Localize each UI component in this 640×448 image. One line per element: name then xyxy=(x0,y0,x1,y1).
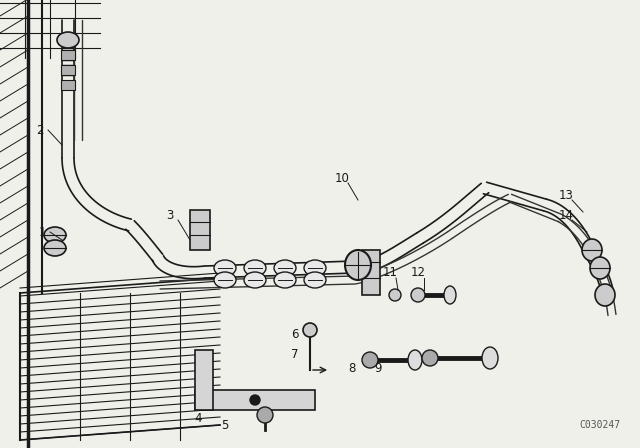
Ellipse shape xyxy=(482,347,498,369)
Text: 9: 9 xyxy=(374,362,381,375)
Circle shape xyxy=(362,352,378,368)
Text: 14: 14 xyxy=(559,208,573,221)
Ellipse shape xyxy=(590,257,610,279)
Text: C030247: C030247 xyxy=(579,420,620,430)
Ellipse shape xyxy=(408,350,422,370)
FancyBboxPatch shape xyxy=(190,210,210,250)
Text: 5: 5 xyxy=(221,418,228,431)
Text: 12: 12 xyxy=(410,266,426,279)
Ellipse shape xyxy=(214,272,236,288)
Text: 10: 10 xyxy=(335,172,349,185)
FancyBboxPatch shape xyxy=(62,35,74,45)
FancyBboxPatch shape xyxy=(62,50,74,60)
Text: 8: 8 xyxy=(348,362,356,375)
FancyBboxPatch shape xyxy=(61,65,75,75)
Text: 11: 11 xyxy=(383,266,397,279)
FancyBboxPatch shape xyxy=(61,50,75,60)
FancyBboxPatch shape xyxy=(362,250,380,295)
Text: 2: 2 xyxy=(36,124,44,137)
Text: 1: 1 xyxy=(38,225,45,238)
Ellipse shape xyxy=(389,289,401,301)
Ellipse shape xyxy=(214,260,236,276)
Ellipse shape xyxy=(304,260,326,276)
Circle shape xyxy=(257,407,273,423)
Ellipse shape xyxy=(582,239,602,261)
Text: 4: 4 xyxy=(195,412,202,425)
Ellipse shape xyxy=(304,272,326,288)
Text: 13: 13 xyxy=(559,189,573,202)
Circle shape xyxy=(250,395,260,405)
Ellipse shape xyxy=(274,272,296,288)
FancyBboxPatch shape xyxy=(195,390,315,410)
Ellipse shape xyxy=(444,286,456,304)
Ellipse shape xyxy=(411,288,425,302)
FancyBboxPatch shape xyxy=(61,80,75,90)
Ellipse shape xyxy=(244,260,266,276)
Text: 3: 3 xyxy=(166,208,173,221)
Ellipse shape xyxy=(274,260,296,276)
Ellipse shape xyxy=(345,250,371,280)
Circle shape xyxy=(422,350,438,366)
Ellipse shape xyxy=(44,227,66,243)
FancyBboxPatch shape xyxy=(195,350,213,410)
Ellipse shape xyxy=(595,284,615,306)
Ellipse shape xyxy=(303,323,317,337)
Ellipse shape xyxy=(57,32,79,48)
Ellipse shape xyxy=(244,272,266,288)
Text: 6: 6 xyxy=(291,328,299,341)
Text: 7: 7 xyxy=(291,349,299,362)
FancyBboxPatch shape xyxy=(62,65,74,75)
Ellipse shape xyxy=(44,240,66,256)
